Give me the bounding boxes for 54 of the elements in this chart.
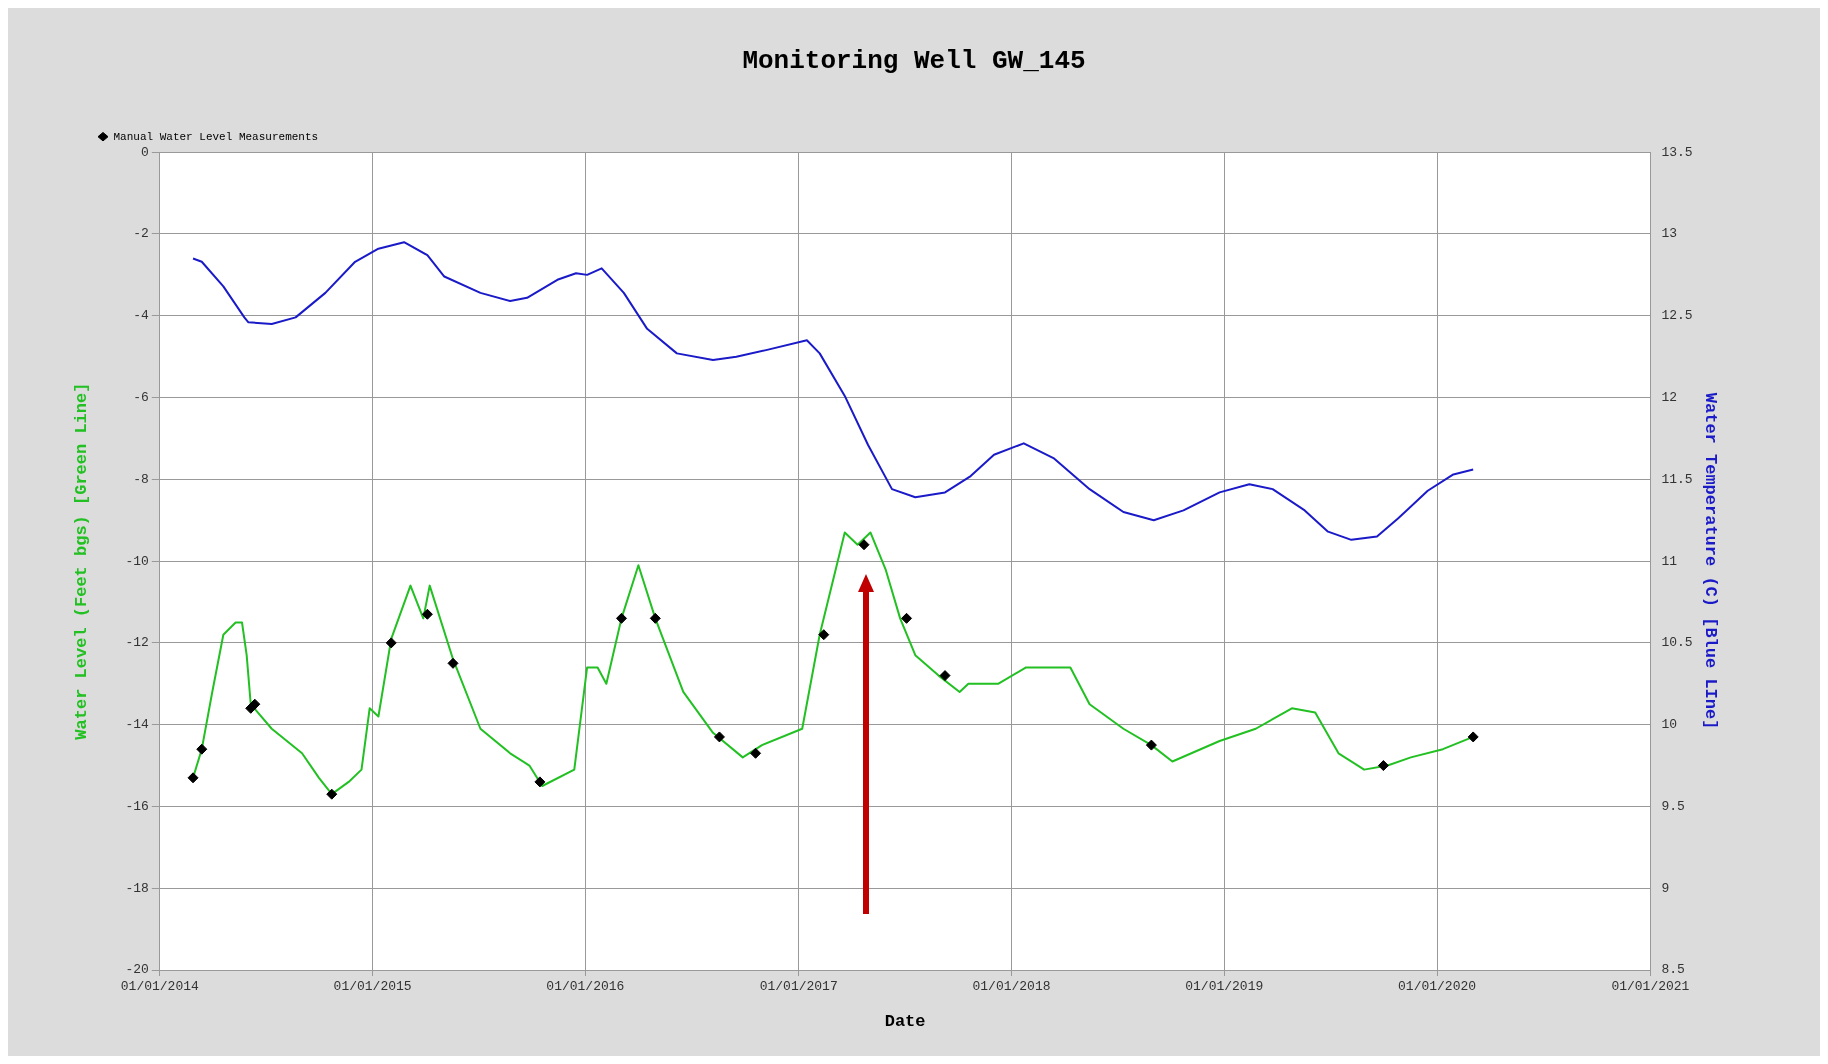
point (818, 629, 830, 641)
legend-label: Manual Water Level Measurements (113, 130, 319, 143)
y2-tick-label: 11.5 (1661, 471, 1693, 487)
x-axis-title: Date (884, 1012, 926, 1032)
point (385, 637, 397, 649)
point (187, 772, 199, 784)
y2-tick-label: 8.5 (1661, 962, 1685, 978)
y-tick-label: -20 (125, 962, 149, 978)
y-tick-label: -14 (125, 717, 149, 733)
point (939, 670, 951, 682)
point (750, 747, 762, 759)
x-tick-label: 01/01/2021 (1611, 979, 1690, 995)
x-tick-label: 01/01/2017 (759, 979, 838, 995)
x-tick-label: 01/01/2020 (1398, 979, 1477, 995)
point (421, 608, 433, 620)
point (649, 612, 661, 624)
y2-tick-label: 9 (1661, 880, 1670, 896)
y-tick-label: -12 (125, 635, 149, 651)
point (1145, 739, 1157, 751)
point (447, 657, 459, 669)
y2-tick-label: 10 (1661, 717, 1677, 733)
chart-title: Monitoring Well GW_145 (742, 46, 1086, 77)
y2-tick-label: 11 (1661, 553, 1678, 569)
x-tick-label: 01/01/2018 (972, 979, 1051, 995)
x-tick-label: 01/01/2016 (546, 979, 625, 995)
y2-tick-label: 10.5 (1661, 635, 1693, 651)
point (249, 698, 261, 710)
y-axis-title: Water Level (Feet bgs) [Green Line] (72, 382, 92, 740)
y2-tick-label: 12 (1661, 389, 1677, 405)
x-tick-label: 01/01/2015 (333, 979, 412, 995)
point (713, 731, 725, 743)
point (901, 612, 913, 624)
point (196, 743, 208, 755)
y2-tick-label: 12.5 (1661, 308, 1693, 324)
y-tick-label: -10 (125, 553, 149, 569)
y2-tick-label: 13.5 (1661, 144, 1693, 160)
y-tick-label: -16 (125, 798, 149, 814)
y-tick-label: -4 (133, 308, 149, 324)
point (616, 612, 627, 624)
point (1377, 760, 1389, 772)
x-tick-label: 01/01/2019 (1185, 979, 1264, 995)
point (326, 788, 338, 800)
y2-tick-label: 13 (1661, 226, 1677, 242)
y2-tick-label: 9.5 (1661, 798, 1685, 814)
point (858, 539, 870, 551)
y-tick-label: 0 (140, 144, 149, 160)
y-tick-label: -2 (133, 226, 149, 242)
y2-axis-title: Water Temperature (C) [Blue LIne] (1700, 392, 1720, 730)
point (1467, 731, 1479, 743)
x-tick-label: 01/01/2014 (120, 979, 200, 995)
y-tick-label: -18 (125, 880, 149, 896)
y-tick-label: -8 (133, 471, 149, 487)
y-tick-label: -6 (133, 389, 149, 405)
point (534, 776, 546, 788)
